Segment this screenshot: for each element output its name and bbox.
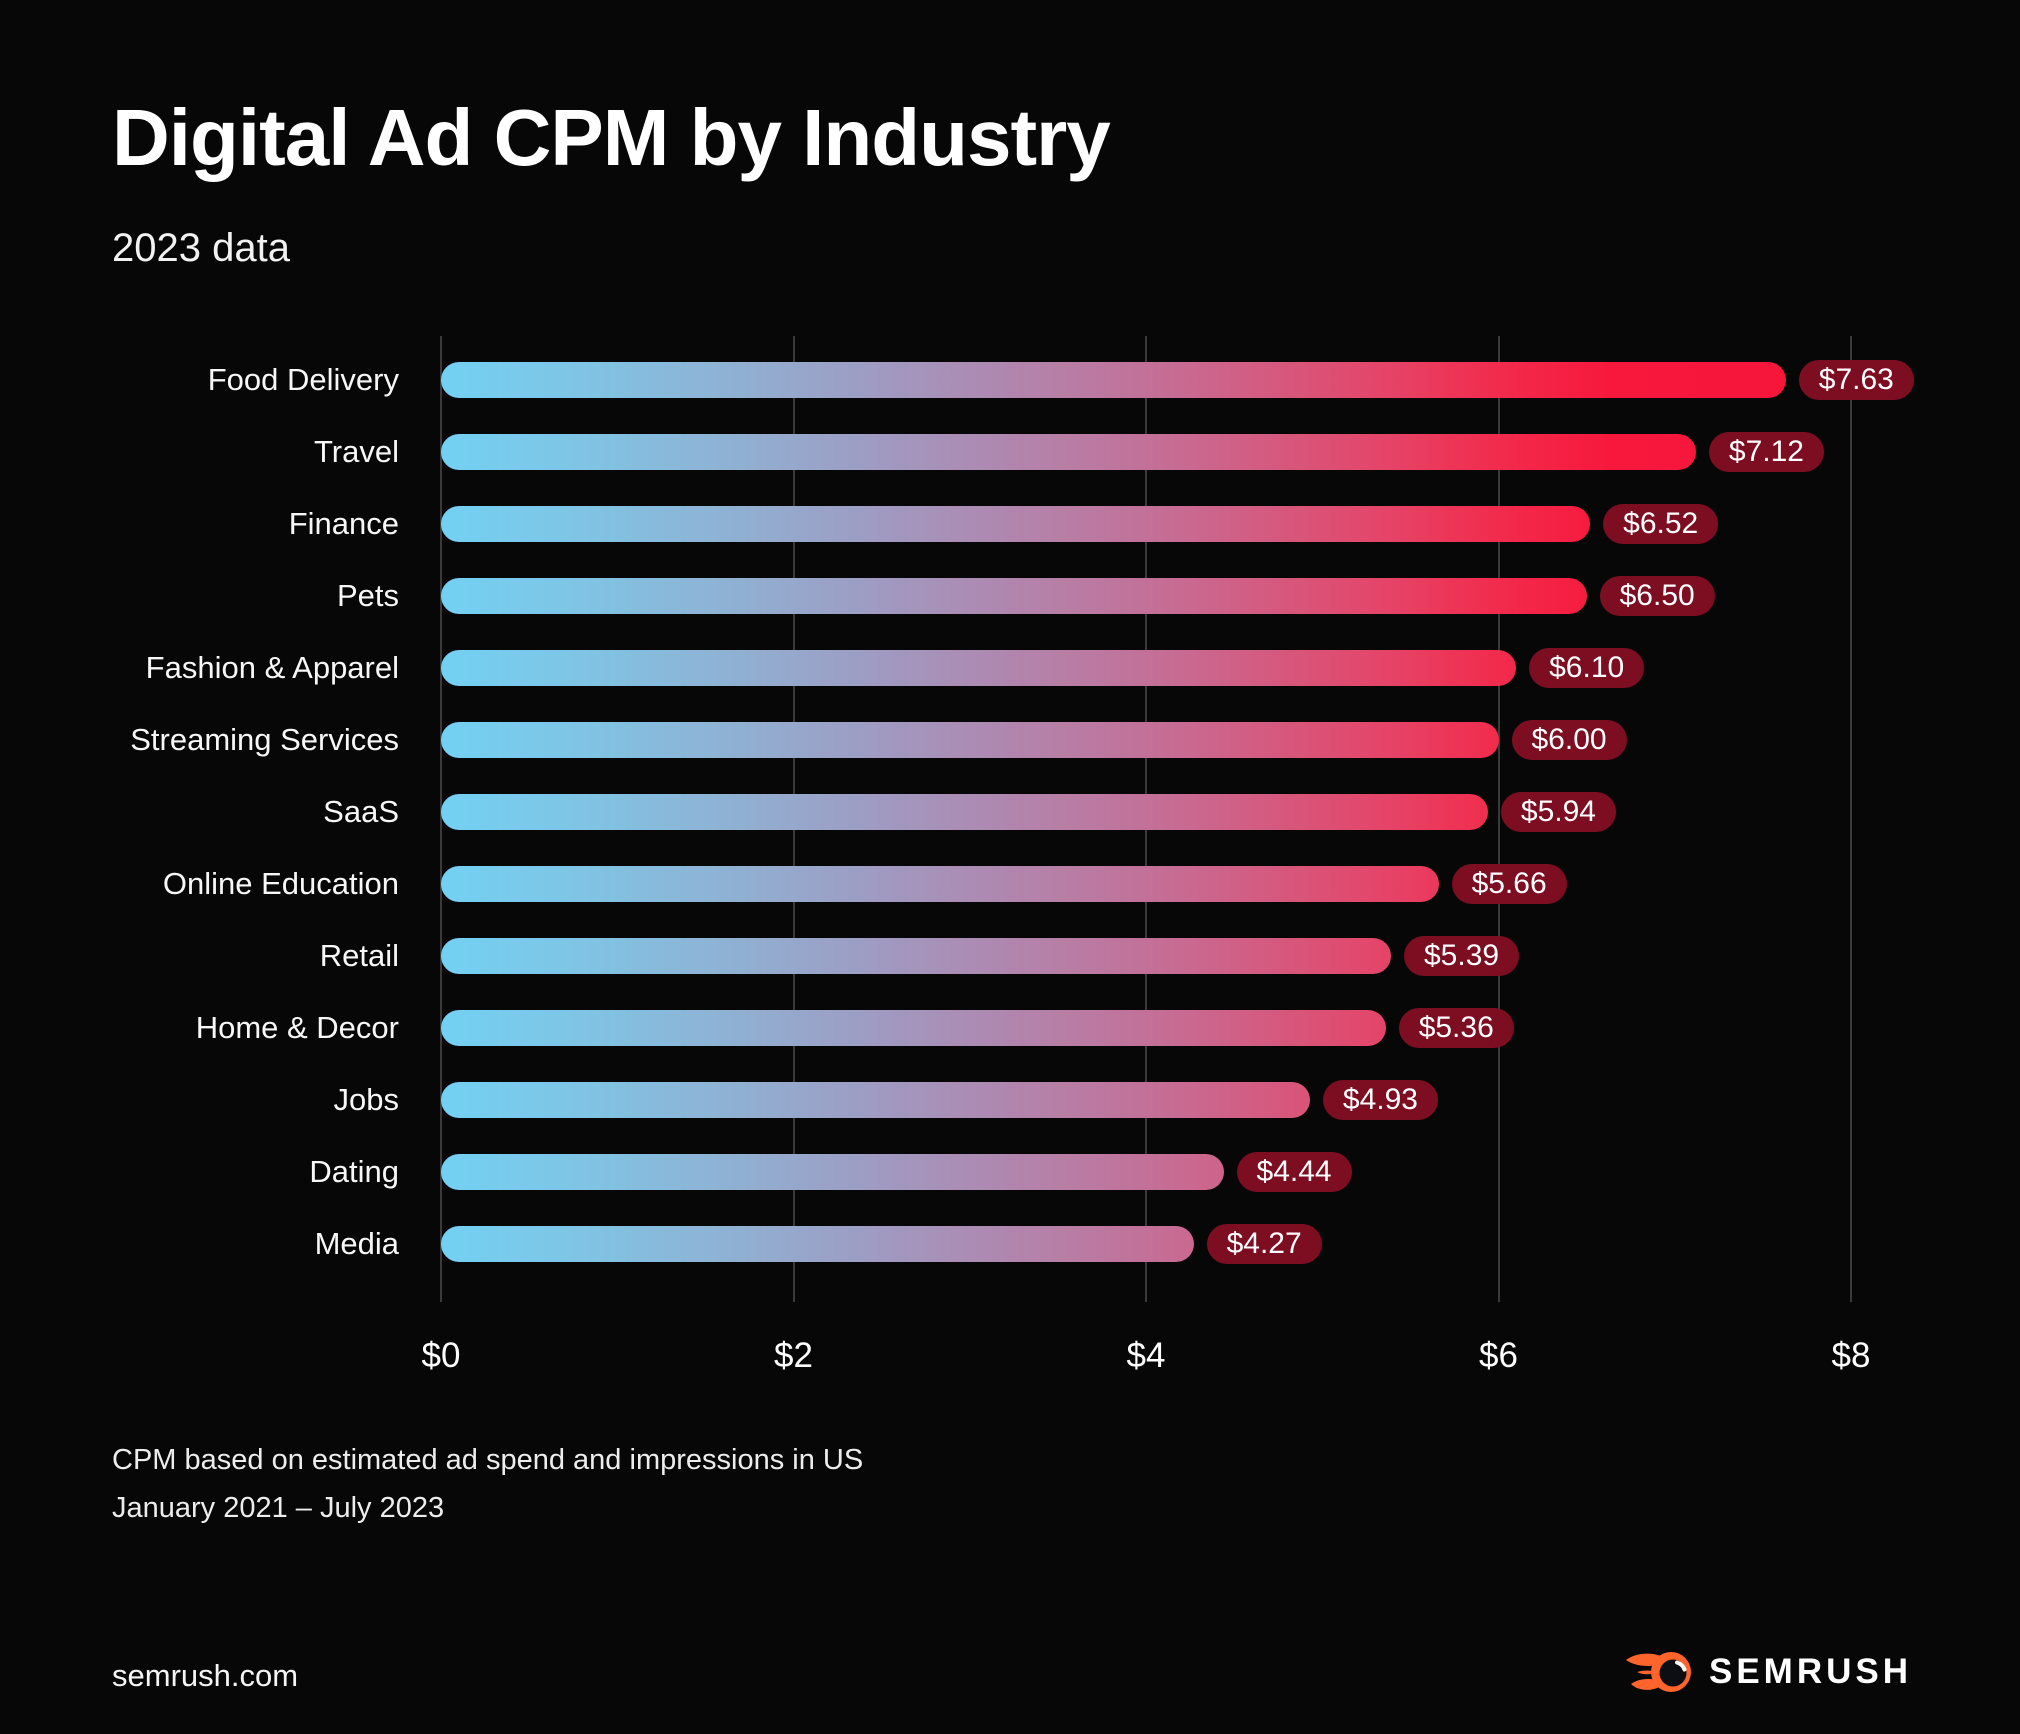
value-badge: $5.94 <box>1500 792 1616 832</box>
value-badge: $4.93 <box>1322 1080 1438 1120</box>
bar-track: $6.50 <box>441 576 1851 616</box>
bar-track: $5.36 <box>441 1008 1851 1048</box>
bar <box>441 1154 1224 1190</box>
bar <box>441 1226 1194 1262</box>
footnote-line-2: January 2021 – July 2023 <box>112 1492 445 1524</box>
bar-row: Fashion & Apparel $6.10 <box>0 632 2020 704</box>
value-badge: $5.36 <box>1398 1008 1514 1048</box>
category-label: Retail <box>319 938 399 973</box>
category-label: Home & Decor <box>195 1010 399 1045</box>
bar-row: Streaming Services $6.00 <box>0 704 2020 776</box>
gridline <box>1850 336 1852 1302</box>
bar-track: $7.12 <box>441 432 1851 472</box>
bar-track: $6.00 <box>441 720 1851 760</box>
bar-row: Finance $6.52 <box>0 488 2020 560</box>
category-label: Dating <box>309 1154 399 1189</box>
value-badge: $5.66 <box>1451 864 1567 904</box>
gridline <box>440 336 442 1302</box>
bar-chart: Food Delivery $7.63 Travel $7.12 Finance $6.5… <box>0 336 2020 1396</box>
bar-row: Media $4.27 <box>0 1208 2020 1280</box>
category-label: Media <box>314 1226 399 1261</box>
semrush-logo: SEMRUSH <box>1625 1650 1912 1694</box>
category-label: Travel <box>314 434 399 469</box>
value-badge: $5.39 <box>1403 936 1520 976</box>
axis-tick-label: $4 <box>1126 1336 1166 1375</box>
bar-row: Dating $4.44 <box>0 1136 2020 1208</box>
bar <box>441 866 1439 902</box>
value-badge: $7.12 <box>1708 432 1824 472</box>
value-badge: $6.00 <box>1511 720 1627 760</box>
value-badge: $6.52 <box>1603 504 1719 544</box>
axis-tick-label: $2 <box>774 1336 813 1375</box>
bar-row: Home & Decor $5.36 <box>0 992 2020 1064</box>
category-label: Fashion & Apparel <box>145 650 399 685</box>
bar-track: $6.52 <box>441 504 1851 544</box>
bar-row: Online Education $5.66 <box>0 848 2020 920</box>
bar-track: $7.63 <box>441 360 1914 400</box>
bar-track: $5.94 <box>441 792 1851 832</box>
page-title: Digital Ad CPM by Industry <box>112 93 1111 182</box>
header: Digital Ad CPM by Industry 2023 data <box>112 92 1111 271</box>
bar-row: Pets $6.50 <box>0 560 2020 632</box>
bar <box>441 650 1517 686</box>
bar <box>441 1010 1386 1046</box>
bar <box>441 434 1696 470</box>
bar <box>441 362 1786 398</box>
value-badge: $4.44 <box>1236 1152 1352 1192</box>
axis-tick-label: $6 <box>1479 1336 1518 1375</box>
category-label: Food Delivery <box>207 362 399 397</box>
bar <box>441 794 1488 830</box>
bar-track: $4.27 <box>441 1224 1851 1264</box>
bar <box>441 938 1391 974</box>
bar <box>441 506 1591 542</box>
brand-wordmark: SEMRUSH <box>1708 1652 1912 1691</box>
bar-row: Travel $7.12 <box>0 416 2020 488</box>
category-label: Pets <box>336 578 399 613</box>
bar-row: Retail $5.39 <box>0 920 2020 992</box>
gridline <box>1497 336 1500 1302</box>
axis-tick-label: $8 <box>1831 1336 1871 1375</box>
category-label: Jobs <box>333 1082 399 1117</box>
bar <box>441 578 1587 614</box>
category-label: SaaS <box>323 794 399 829</box>
bar-row: SaaS $5.94 <box>0 776 2020 848</box>
category-label: Streaming Services <box>130 722 399 757</box>
bar-track: $5.39 <box>441 936 1851 976</box>
x-axis: $0 $2 $4 $6 $8 <box>422 1336 1871 1380</box>
bar-track: $5.66 <box>441 864 1851 904</box>
bar-track: $4.93 <box>441 1080 1851 1120</box>
axis-tick-label: $0 <box>421 1336 461 1375</box>
page-subtitle: 2023 data <box>112 226 290 270</box>
footnote: CPM based on estimated ad spend and impr… <box>112 1436 863 1532</box>
site-url: semrush.com <box>112 1658 299 1693</box>
category-label: Online Education <box>162 866 399 901</box>
bar-track: $6.10 <box>441 648 1851 688</box>
bar <box>441 722 1499 758</box>
bar-track: $4.44 <box>441 1152 1851 1192</box>
value-badge: $6.10 <box>1529 648 1645 688</box>
category-label: Finance <box>288 506 399 541</box>
bar-row: Jobs $4.93 <box>0 1064 2020 1136</box>
bar-rows: Food Delivery $7.63 Travel $7.12 Finance $6.5… <box>0 344 2020 1280</box>
value-badge: $6.50 <box>1599 576 1715 616</box>
semrush-flame-icon <box>1625 1652 1691 1692</box>
value-badge: $4.27 <box>1206 1224 1322 1264</box>
bar <box>441 1082 1310 1118</box>
footnote-line-1: CPM based on estimated ad spend and impr… <box>112 1444 864 1476</box>
value-badge: $7.63 <box>1798 360 1914 400</box>
bar-row: Food Delivery $7.63 <box>0 344 2020 416</box>
